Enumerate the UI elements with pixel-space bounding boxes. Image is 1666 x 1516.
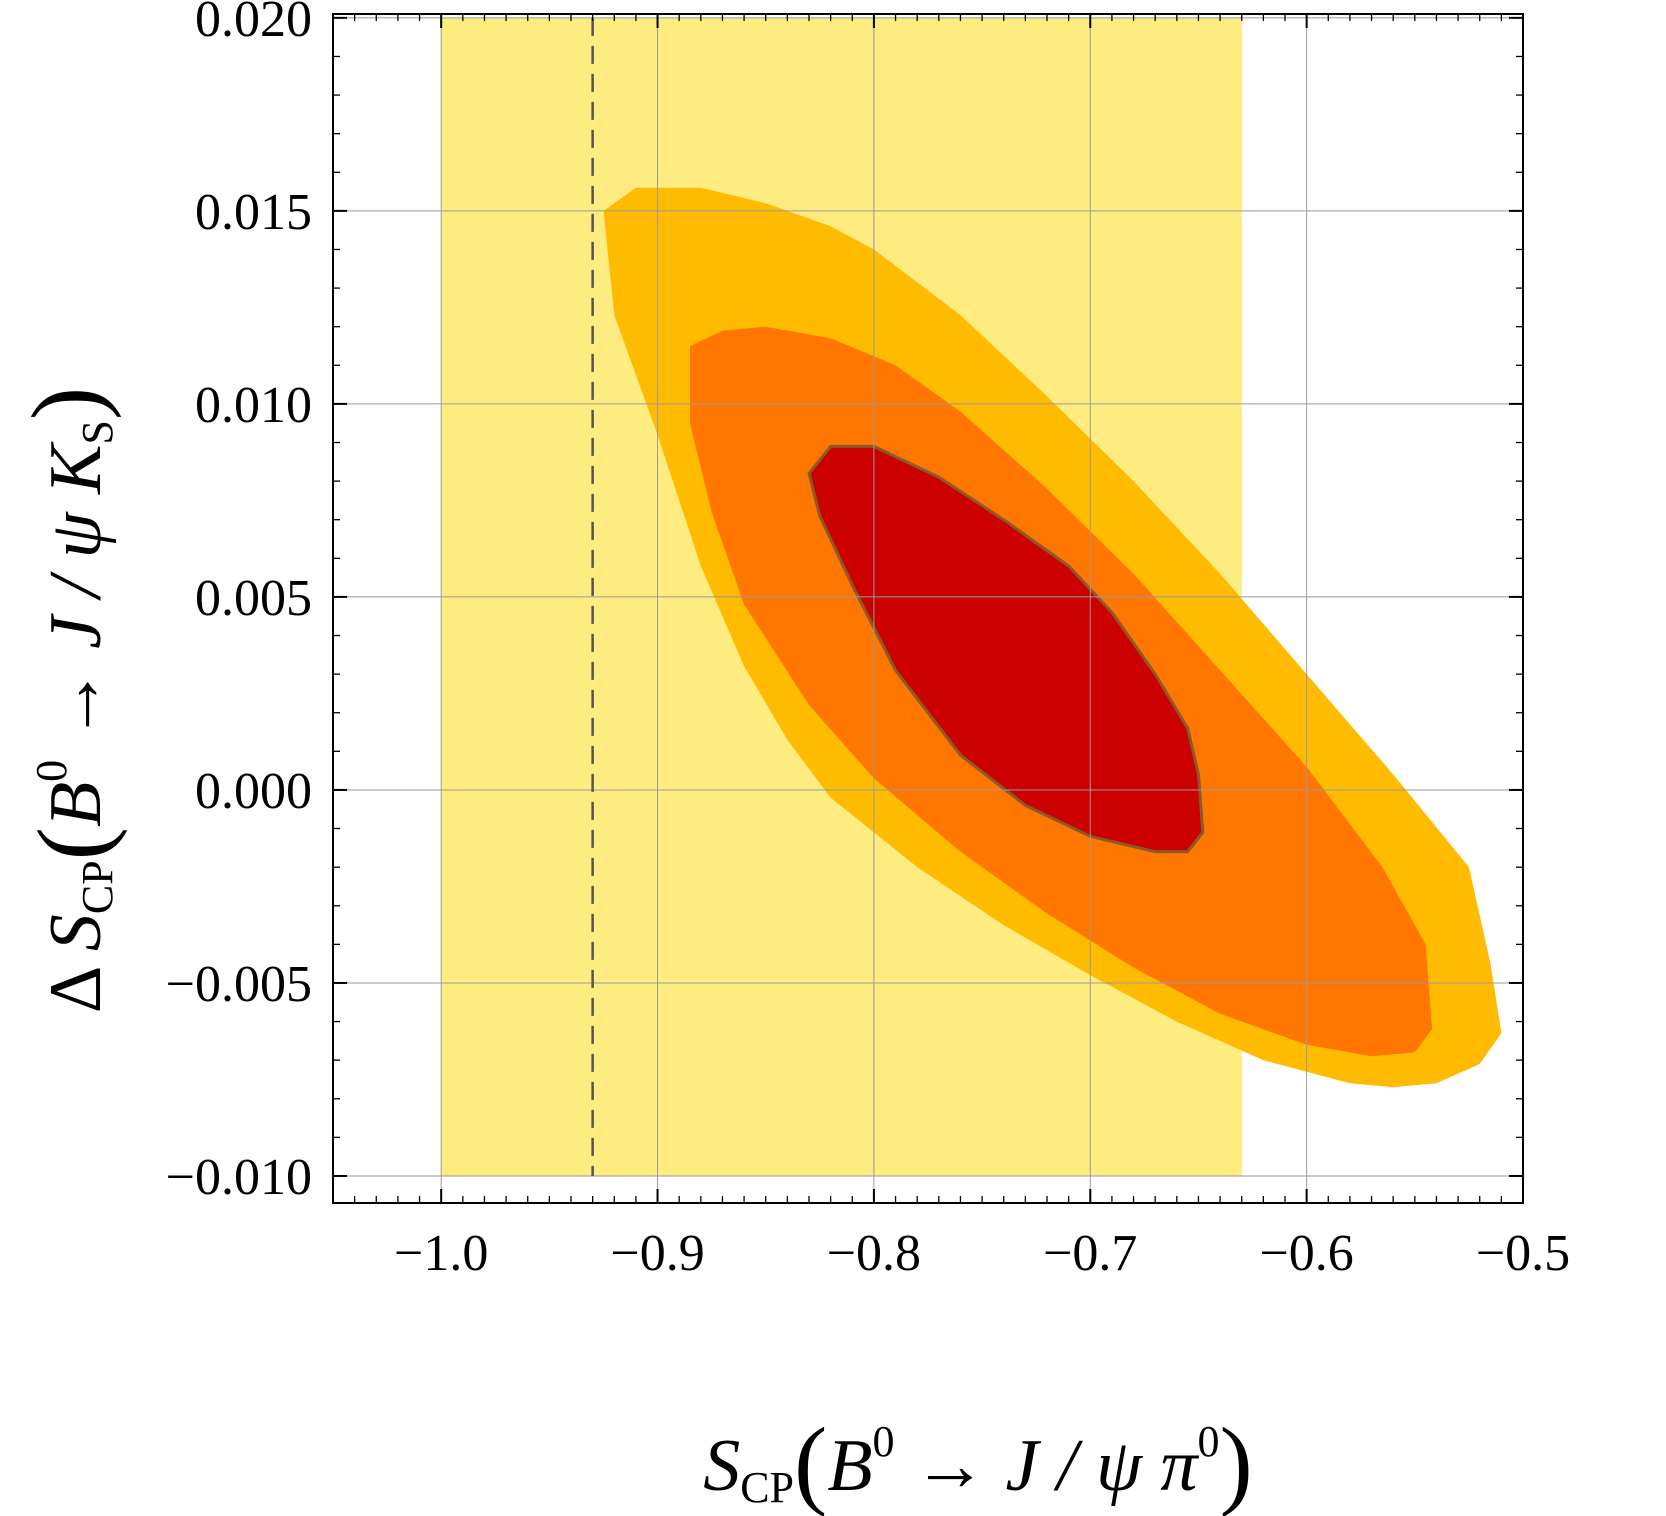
x-tick-label-5: −0.5	[1476, 1225, 1570, 1282]
y-tick-label-3: 0.005	[195, 570, 312, 627]
x-tick-label-1: −0.9	[610, 1225, 704, 1282]
y-tick-label-2: 0.000	[195, 763, 312, 820]
y-tick-label-0: −0.010	[166, 1149, 312, 1206]
y-label-sub2: S	[73, 420, 122, 444]
x-tick-label-4: −0.6	[1259, 1225, 1353, 1282]
y-tick-label-4: 0.010	[195, 377, 312, 434]
y-label-main: S	[35, 914, 117, 951]
contour-inner	[807, 444, 1205, 854]
y-label-close: )	[11, 387, 122, 420]
plot-frame	[332, 13, 1524, 1204]
x-label-body: B	[827, 1425, 872, 1507]
y-label-open: (	[17, 827, 128, 860]
tick-labels: −1.0 −0.9 −0.8 −0.7 −0.6 −0.5 −0.010 −0.005 0.00…	[166, 0, 1570, 1282]
x-label-main: S	[703, 1425, 740, 1507]
x-label-close: )	[1219, 1407, 1252, 1516]
x-tick-label-3: −0.7	[1043, 1225, 1137, 1282]
y-tick-label-1: −0.005	[166, 956, 312, 1013]
y-tick-label-5: 0.015	[195, 184, 312, 241]
x-label-sup2: 0	[1197, 1417, 1219, 1466]
x-label-rest: → J / ψ π	[895, 1425, 1200, 1507]
plot-area	[332, 13, 1524, 1204]
y-label-rest: → J / ψ K	[35, 441, 117, 760]
y-label-prefix: Δ	[35, 951, 117, 1013]
x-label-open: (	[794, 1407, 827, 1516]
x-tick-label-0: −1.0	[394, 1225, 488, 1282]
y-axis-label: Δ SCP(B0 → J / ψ KS)	[11, 387, 128, 1013]
x-tick-label-2: −0.8	[827, 1225, 921, 1282]
x-label-sub: CP	[740, 1463, 794, 1512]
y-label-sup: 0	[27, 760, 76, 782]
x-axis-label: SCP(B0 → J / ψ π0)	[703, 1407, 1253, 1516]
x-label-sup: 0	[873, 1417, 895, 1466]
y-label-body: B	[35, 782, 117, 827]
y-tick-label-6: 0.020	[195, 0, 312, 48]
y-label-sub: CP	[73, 860, 122, 914]
